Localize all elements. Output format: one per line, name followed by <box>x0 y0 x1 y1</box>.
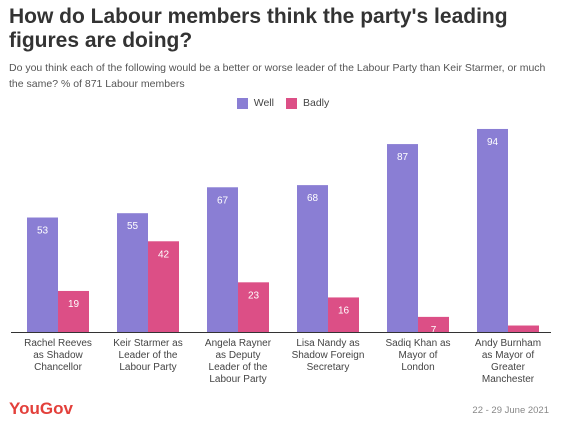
bar-badly-0 <box>58 290 89 332</box>
bar-well-4 <box>387 144 418 332</box>
legend-swatch-badly <box>285 97 297 109</box>
category-label-5: Andy Burnham as Mayor of Greater Manchester <box>475 338 541 385</box>
bar-well-1 <box>117 213 148 332</box>
data-label-badly-4: 7 <box>431 325 437 336</box>
data-label-well-1: 55 <box>127 221 139 232</box>
bar-well-3 <box>297 185 328 332</box>
chart-subtitle: Do you think each of the following would… <box>9 62 546 90</box>
data-label-badly-1: 42 <box>158 249 170 260</box>
bar-badly-4 <box>418 316 449 332</box>
legend-label-well: Well <box>253 97 274 109</box>
bar-well-2 <box>207 187 238 332</box>
data-label-badly-0: 19 <box>68 299 80 310</box>
chart-legend: Well Badly <box>0 97 566 109</box>
bar-well-5 <box>477 128 508 332</box>
category-label-4: Sadiq Khan as Mayor of London <box>385 338 450 373</box>
bar-badly-5 <box>508 325 539 332</box>
data-label-badly-3: 16 <box>338 305 350 316</box>
bar-badly-1 <box>148 241 179 332</box>
data-label-well-2: 67 <box>217 195 229 206</box>
bar-badly-2 <box>238 282 269 332</box>
legend-item-well: Well <box>236 97 274 109</box>
category-label-2: Angela Rayner as Deputy Leader of the Labou… <box>205 338 272 385</box>
category-label-0: Rachel Reeves as Shadow Chancellor <box>24 338 92 373</box>
data-label-well-4: 87 <box>397 152 409 163</box>
data-label-well-0: 53 <box>37 226 49 237</box>
legend-swatch-well <box>236 97 248 109</box>
category-label-3: Lisa Nandy as Shadow Foreign Secretary <box>292 338 365 373</box>
yougov-logo: YouGov <box>9 399 73 418</box>
data-label-well-3: 68 <box>307 193 319 204</box>
category-label-1: Keir Starmer as Leader of the Labour Party <box>113 338 182 373</box>
data-label-well-5: 94 <box>487 137 499 148</box>
bar-well-0 <box>27 217 58 332</box>
legend-label-badly: Badly <box>302 97 330 109</box>
fieldwork-date: 22 - 29 June 2021 <box>472 405 549 416</box>
chart-title: How do Labour members think the party's … <box>9 5 508 52</box>
bar-badly-3 <box>328 297 359 332</box>
legend-item-badly: Badly <box>285 97 330 109</box>
data-label-badly-2: 23 <box>248 290 260 301</box>
